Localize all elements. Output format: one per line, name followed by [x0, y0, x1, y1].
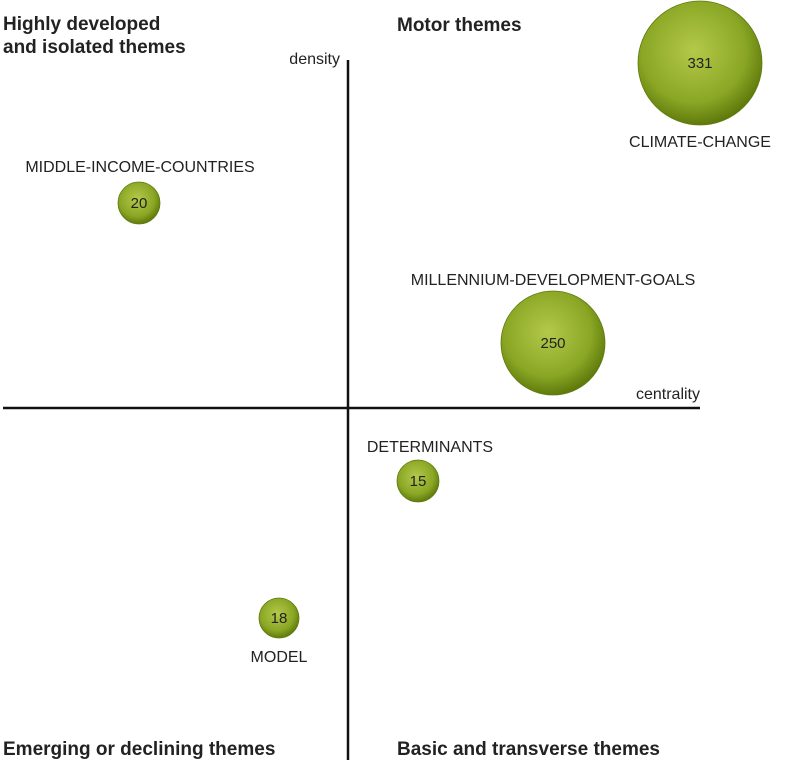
- theme-name: MILLENNIUM-DEVELOPMENT-GOALS: [411, 272, 696, 289]
- theme-bubble: [500, 290, 606, 396]
- theme-count: 20: [131, 195, 148, 212]
- x-axis-label: centrality: [636, 386, 700, 403]
- theme-count: 331: [687, 55, 712, 72]
- theme-bubble: [637, 0, 763, 126]
- quadrant-title: Emerging or declining themes: [3, 739, 275, 760]
- theme-count: 15: [410, 473, 427, 490]
- quadrant-title: Basic and transverse themes: [397, 739, 660, 760]
- quadrant-title: Motor themes: [397, 15, 522, 36]
- theme-bubble: [396, 459, 440, 503]
- theme-name: DETERMINANTS: [367, 439, 493, 456]
- theme-count: 18: [271, 610, 288, 627]
- theme-bubble: [117, 181, 161, 225]
- quadrant-title: Highly developed and isolated themes: [3, 14, 186, 58]
- theme-name: MIDDLE-INCOME-COUNTRIES: [25, 159, 254, 176]
- theme-count: 250: [540, 335, 565, 352]
- theme-bubble: [258, 597, 300, 639]
- theme-name: MODEL: [251, 649, 308, 666]
- theme-name: CLIMATE-CHANGE: [629, 134, 771, 151]
- y-axis-label: density: [289, 51, 340, 68]
